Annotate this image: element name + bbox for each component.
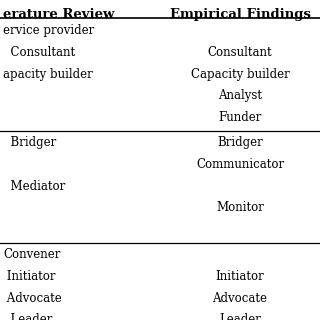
Text: Mediator: Mediator — [3, 180, 66, 193]
Text: ervice provider: ervice provider — [3, 24, 94, 37]
Text: Bridger: Bridger — [217, 136, 263, 149]
Text: Bridger: Bridger — [3, 136, 56, 149]
Text: Leader: Leader — [3, 313, 52, 320]
Text: Advocate: Advocate — [3, 292, 62, 305]
Text: Analyst: Analyst — [218, 89, 262, 102]
Text: Capacity builder: Capacity builder — [191, 68, 289, 81]
Text: Convener: Convener — [3, 248, 60, 261]
Text: Advocate: Advocate — [212, 292, 268, 305]
Text: Consultant: Consultant — [208, 46, 272, 59]
Text: Consultant: Consultant — [3, 46, 75, 59]
Text: erature Review: erature Review — [3, 8, 115, 21]
Text: Initiator: Initiator — [216, 270, 264, 283]
Text: Empirical Findings: Empirical Findings — [170, 8, 310, 21]
Text: Communicator: Communicator — [196, 158, 284, 171]
Text: apacity builder: apacity builder — [3, 68, 93, 81]
Text: Monitor: Monitor — [216, 201, 264, 214]
Text: Funder: Funder — [218, 111, 262, 124]
Text: Initiator: Initiator — [3, 270, 56, 283]
Text: Leader: Leader — [219, 313, 261, 320]
